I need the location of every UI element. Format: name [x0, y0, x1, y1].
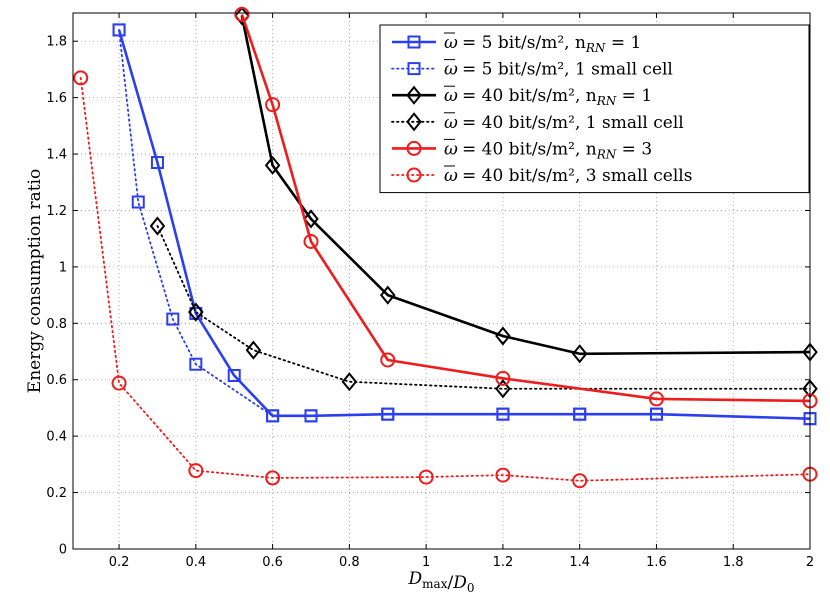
- data-point: [150, 156, 164, 170]
- legend-entry: ω = 5 bit/s/m², nRN = 1: [392, 32, 641, 55]
- series-line: [156, 225, 811, 390]
- axis-ticks: 0.2 0.4 0.6 0.8 1 1.2 1.4 1.6 1.8 2 0 0.2 0.4 0.6 0.8 1…: [46, 13, 814, 570]
- data-point: [379, 285, 396, 305]
- x-axis-label: Dmax/D0: [408, 569, 475, 595]
- data-point: [341, 372, 358, 392]
- legend-marker: [406, 85, 422, 105]
- legend-omega-symbol: ω: [444, 113, 458, 133]
- legend-marker: [407, 62, 421, 76]
- legend-entry: ω = 40 bit/s/m², nRN = 3: [392, 138, 652, 161]
- data-point: [265, 470, 281, 486]
- data-point: [495, 467, 511, 483]
- data-point: [112, 23, 126, 37]
- data-point: [649, 407, 663, 421]
- data-point: [265, 97, 281, 113]
- legend-label: = 40 bit/s/m², 3 small cells: [462, 166, 692, 186]
- legend-omega-symbol: ω: [444, 86, 458, 106]
- y-tick-label: 0.6: [46, 373, 67, 388]
- data-point: [188, 463, 204, 479]
- data-point: [303, 234, 319, 250]
- legend-marker: [406, 140, 422, 156]
- legend: ω = 5 bit/s/m², nRN = 1ω = 5 bit/s/m², 1 s…: [379, 24, 810, 194]
- legend-label: = 5 bit/s/m², 1 small cell: [462, 60, 673, 80]
- y-tick-label: 1.8: [46, 35, 67, 50]
- legend-marker: [406, 167, 422, 183]
- legend-box: [379, 24, 810, 194]
- data-point: [111, 375, 127, 391]
- legend-label: = 40 bit/s/m², nRN = 1: [462, 86, 652, 108]
- data-point: [149, 216, 166, 236]
- legend-label: = 5 bit/s/m², nRN = 1: [462, 33, 641, 55]
- legend-entry: ω = 40 bit/s/m², 1 small cell: [391, 112, 684, 133]
- data-point: [495, 379, 511, 399]
- series-5: [234, 6, 818, 409]
- x-tick-label: 0.2: [109, 555, 130, 570]
- legend-marker: [407, 35, 421, 49]
- data-point: [245, 340, 262, 360]
- data-point: [234, 6, 250, 22]
- legend-omega-symbol: ω: [444, 60, 458, 80]
- y-tick-label: 1.4: [46, 148, 67, 163]
- series-line: [118, 29, 811, 420]
- x-tick-label: 1.2: [493, 555, 514, 570]
- data-point: [495, 370, 511, 386]
- series-line: [240, 13, 811, 403]
- legend-entry: ω = 40 bit/s/m², 3 small cells: [391, 165, 692, 186]
- y-tick-label: 0.2: [46, 486, 67, 501]
- data-point: [189, 357, 203, 371]
- y-tick-label: 0.4: [46, 430, 67, 445]
- x-tick-label: 1: [422, 555, 430, 570]
- data-point: [648, 391, 664, 407]
- data-point: [264, 155, 281, 175]
- x-tick-label: 1.4: [569, 555, 590, 570]
- x-tick-label: 2: [806, 555, 814, 570]
- data-point: [571, 344, 588, 364]
- x-tick-label: 0.4: [185, 555, 206, 570]
- data-point: [573, 407, 587, 421]
- x-tick-label: 1.8: [723, 555, 744, 570]
- y-tick-label: 0: [59, 543, 67, 558]
- x-tick-label: 1.6: [646, 555, 667, 570]
- series-3: [234, 6, 818, 364]
- legend-omega-symbol: ω: [444, 139, 458, 159]
- data-point: [495, 326, 511, 346]
- legend-omega-symbol: ω: [444, 166, 458, 186]
- x-tick-label: 0.6: [262, 555, 283, 570]
- data-point: [303, 209, 319, 229]
- series-line: [79, 76, 811, 482]
- y-tick-label: 1: [59, 260, 67, 275]
- data-point: [73, 70, 89, 86]
- data-point: [188, 302, 204, 322]
- y-tick-label: 0.8: [46, 317, 67, 332]
- y-tick-label: 1.2: [46, 204, 67, 219]
- legend-marker: [406, 112, 422, 132]
- data-point: [380, 352, 396, 368]
- data-point: [166, 312, 180, 326]
- legend-entry: ω = 5 bit/s/m², 1 small cell: [391, 59, 673, 80]
- data-point: [304, 409, 318, 423]
- legend-entry: ω = 40 bit/s/m², nRN = 1: [392, 85, 652, 108]
- data-point: [131, 195, 145, 209]
- series-layer: [73, 6, 818, 489]
- series-line: [240, 15, 811, 356]
- series-4: [149, 216, 818, 399]
- legend-label: = 40 bit/s/m², 1 small cell: [462, 113, 684, 133]
- data-point: [418, 469, 434, 485]
- plot-frame: [72, 12, 811, 550]
- y-tick-label: 1.6: [46, 91, 67, 106]
- legend-label: = 40 bit/s/m², nRN = 3: [462, 139, 652, 161]
- x-tick-label: 0.8: [339, 555, 360, 570]
- data-point: [496, 407, 510, 421]
- data-point: [266, 409, 280, 423]
- data-point: [572, 473, 588, 489]
- legend-omega-symbol: ω: [444, 33, 458, 53]
- data-point: [227, 369, 241, 383]
- y-axis-label: Energy consumption ratio: [25, 169, 45, 393]
- data-point: [381, 407, 395, 421]
